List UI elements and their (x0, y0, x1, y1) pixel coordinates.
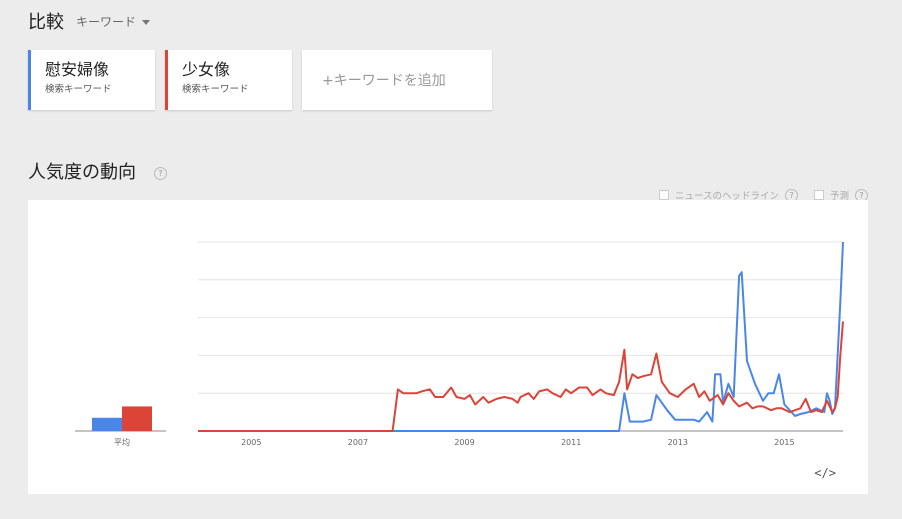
forecast-label: 予測 (829, 191, 849, 202)
x-tick-label: 2011 (561, 438, 581, 447)
add-keyword-label: +キーワードを追加 (322, 73, 446, 89)
keyword-name: 慰安婦像 (45, 60, 110, 79)
keyword-name: 少女像 (182, 60, 231, 79)
compare-header: 比較 キーワード (28, 8, 151, 34)
x-tick-label: 2015 (774, 438, 794, 447)
help-icon[interactable]: ? (154, 166, 167, 180)
keyword-card-1[interactable]: 慰安婦像 検索キーワード (28, 50, 155, 110)
x-tick-label: 2007 (348, 438, 368, 447)
average-bar-1 (92, 417, 122, 431)
section-title: 人気度の動向 (28, 162, 136, 183)
series-line-2 (198, 321, 844, 432)
news-headlines-label: ニュースのヘッドライン (674, 191, 779, 202)
keyword-cards: 慰安婦像 検索キーワード 少女像 検索キーワード +キーワードを追加 (28, 50, 492, 110)
forecast-checkbox[interactable] (813, 190, 824, 200)
news-headlines-option: ニュースのヘッドライン ? (658, 188, 798, 202)
keyword-type: 検索キーワード (45, 84, 112, 95)
news-headlines-checkbox[interactable] (658, 190, 669, 200)
average-label: 平均 (114, 437, 130, 447)
series-color-bar-2 (165, 50, 168, 110)
keyword-card-2[interactable]: 少女像 検索キーワード (165, 50, 292, 110)
interest-over-time-heading: 人気度の動向 ? (28, 158, 167, 184)
x-axis-ticks: 2005 2007 2009 2011 2013 2015 (241, 438, 794, 447)
keyword-type: 検索キーワード (182, 84, 249, 95)
x-tick-label: 2005 (241, 438, 261, 447)
page-title: 比較 (28, 12, 64, 33)
x-tick-label: 2013 (668, 438, 688, 447)
chevron-down-icon[interactable] (142, 19, 151, 25)
chart-panel: 平均 2005 2007 2009 2011 2013 2015 </> (28, 200, 868, 494)
average-bar-2 (122, 406, 152, 431)
average-bars: 平均 (75, 406, 166, 447)
add-keyword-button[interactable]: +キーワードを追加 (302, 50, 492, 110)
x-tick-label: 2009 (454, 438, 474, 447)
series-color-bar-1 (28, 50, 31, 110)
trend-chart: 平均 2005 2007 2009 2011 2013 2015 (75, 241, 844, 447)
series-lines (198, 241, 844, 432)
chart-options: ニュースのヘッドライン ? 予測 ? (658, 188, 868, 202)
keyword-dropdown[interactable]: キーワード (76, 14, 137, 29)
embed-code-icon[interactable]: </> (814, 466, 836, 480)
